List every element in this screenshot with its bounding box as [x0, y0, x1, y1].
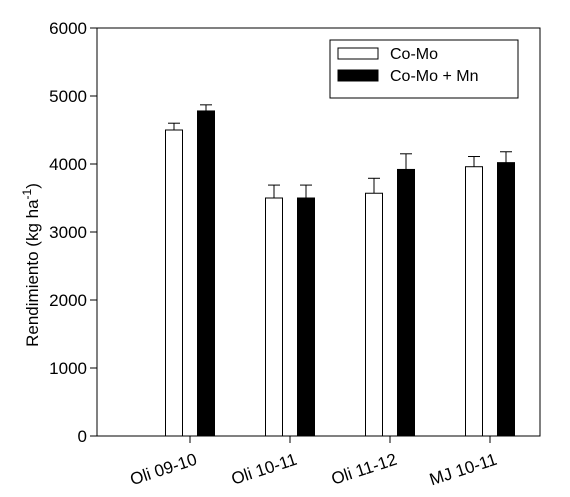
- y-axis-label: Rendimiento (kg ha-1): [20, 183, 42, 347]
- legend-swatch: [337, 69, 379, 82]
- x-tick-label: MJ 10-11: [427, 450, 499, 490]
- y-tick-label: 3000: [49, 223, 87, 242]
- y-tick-label: 0: [78, 427, 87, 446]
- legend-swatch: [337, 47, 379, 60]
- bar: [197, 110, 215, 437]
- y-tick-label: 1000: [49, 359, 87, 378]
- bar: [297, 197, 315, 437]
- legend-label: Co-Mo: [390, 46, 438, 63]
- x-tick-label: Oli 10-11: [229, 450, 299, 489]
- bar: [365, 192, 383, 437]
- y-tick-label: 4000: [49, 155, 87, 174]
- y-tick-label: 2000: [49, 291, 87, 310]
- legend-label: Co-Mo + Mn: [390, 68, 478, 85]
- x-tick-label: Oli 09-10: [128, 450, 199, 489]
- y-tick-label: 6000: [49, 19, 87, 38]
- bar: [465, 166, 483, 437]
- bar: [265, 197, 283, 437]
- bar: [165, 129, 183, 437]
- bars: [165, 104, 515, 437]
- bar: [497, 162, 515, 437]
- x-tick-label: Oli 11-12: [329, 450, 399, 489]
- y-tick-label: 5000: [49, 87, 87, 106]
- bar: [397, 168, 415, 437]
- legend: Co-Mo Co-Mo + Mn: [329, 39, 519, 99]
